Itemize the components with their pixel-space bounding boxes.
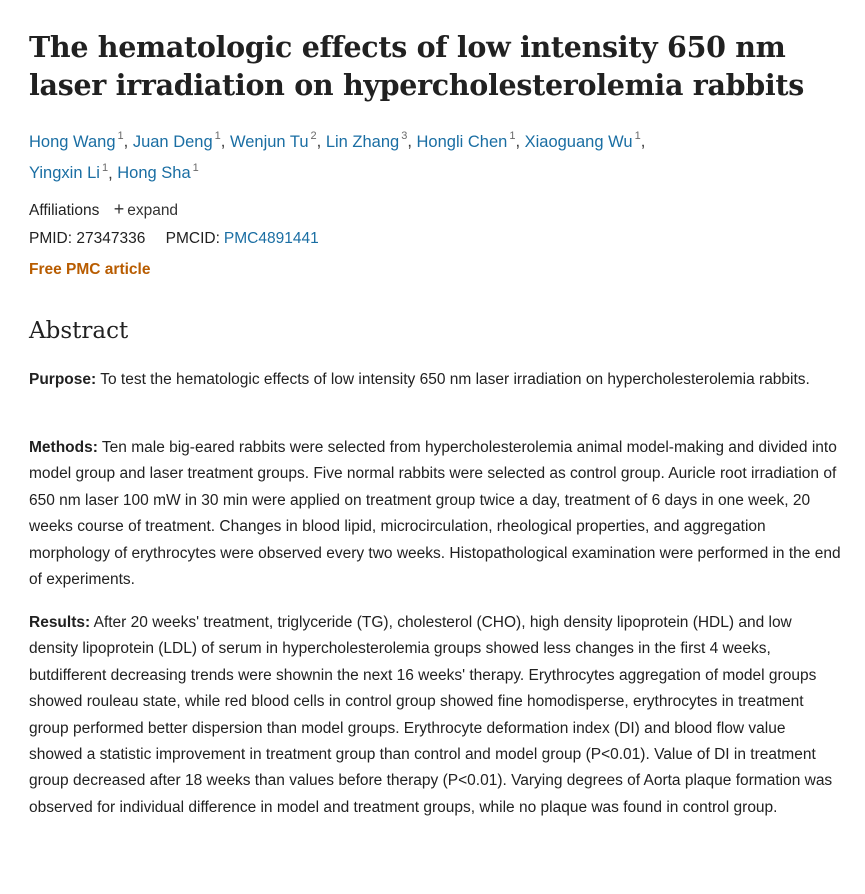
author-link[interactable]: Juan Deng 1 — [132, 130, 221, 151]
free-pmc-badge[interactable]: Free PMC article — [29, 261, 151, 278]
abstract-methods: Methods: Ten male big-eared rabbits were… — [29, 435, 841, 593]
identifiers-row: PMID: 27347336 PMCID: PMC4891441 — [29, 230, 319, 248]
abstract-purpose: Purpose: To test the hematologic effects… — [29, 367, 841, 393]
results-label: Results: — [29, 614, 91, 631]
plus-icon: + — [113, 199, 125, 219]
purpose-label: Purpose: — [29, 371, 97, 388]
pmcid-label: PMCID: — [165, 230, 220, 247]
pmid-label: PMID: — [29, 230, 73, 247]
expand-affiliations-button[interactable]: + expand — [113, 199, 179, 219]
author-link[interactable]: Lin Zhang 3 — [325, 130, 408, 151]
author-link[interactable]: Hongli Chen 1 — [416, 130, 516, 151]
author-list: Hong Wang 1, Juan Deng 1, Wenjun Tu 2, Lin … — [29, 130, 646, 183]
abstract-results: Results: After 20 weeks' treatment, trig… — [29, 610, 841, 821]
affiliations-row: Affiliations + expand — [29, 199, 178, 220]
purpose-text: To test the hematologic effects of low i… — [100, 371, 810, 388]
author-link[interactable]: Wenjun Tu 2 — [229, 130, 317, 151]
pmcid-link[interactable]: PMC4891441 — [223, 230, 319, 247]
article-title: The hematologic effects of low intensity… — [29, 30, 805, 102]
author-link[interactable]: Yingxin Li 1 — [29, 161, 109, 183]
abstract-heading: Abstract — [29, 318, 129, 344]
methods-label: Methods: — [29, 439, 98, 456]
pmid-value: 27347336 — [76, 230, 146, 247]
results-text: After 20 weeks' treatment, triglyceride … — [29, 614, 833, 816]
author-link[interactable]: Hong Wang 1 — [29, 130, 124, 151]
author-link[interactable]: Xiaoguang Wu 1 — [524, 130, 641, 151]
methods-text: Ten male big-eared rabbits were selected… — [29, 439, 841, 589]
affiliations-label: Affiliations — [29, 202, 100, 219]
author-link[interactable]: Hong Sha 1 — [117, 161, 199, 183]
